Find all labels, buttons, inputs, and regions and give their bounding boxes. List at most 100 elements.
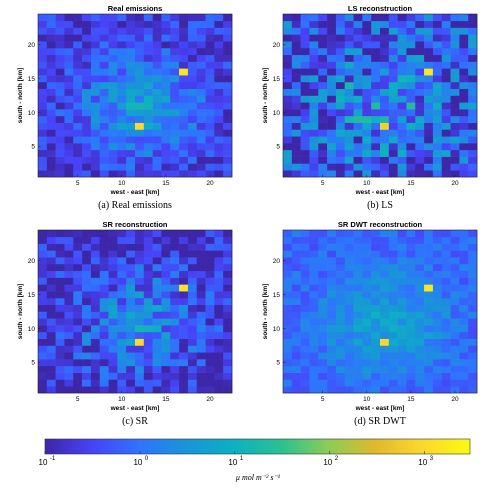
heatmap-cell (300, 81, 310, 90)
heatmap-cell (380, 379, 390, 387)
heatmap-cell (179, 95, 189, 103)
heatmap-cell (117, 61, 127, 69)
heatmap-cell (214, 54, 224, 62)
heatmap-cell (152, 68, 162, 76)
heatmap-cell (283, 129, 293, 137)
heatmap-cell (388, 47, 398, 56)
heatmap-cell (187, 102, 198, 110)
heatmap-cell (468, 318, 478, 326)
heatmap-cell (406, 318, 416, 326)
heatmap-cell (335, 14, 346, 22)
heatmap-cell (161, 386, 171, 394)
heatmap-cell (205, 236, 215, 244)
heatmap-cell (397, 156, 407, 164)
heatmap-cell (459, 250, 469, 258)
heatmap-cell (99, 277, 109, 285)
heatmap-cell (432, 277, 443, 285)
heatmap-cell (196, 95, 206, 103)
heatmap-cell (187, 352, 198, 360)
heatmap-cell (371, 143, 381, 151)
heatmap-cell (73, 88, 83, 96)
heatmap-cell (450, 338, 460, 346)
heatmap-cell (335, 325, 346, 333)
heatmap-cell (143, 318, 153, 326)
heatmap-cell (135, 297, 145, 306)
heatmap-cell (335, 163, 346, 171)
heatmap-cell (64, 365, 74, 373)
heatmap-cell (318, 325, 328, 333)
heatmap-cell (108, 311, 118, 319)
heatmap-cell (388, 379, 398, 387)
heatmap-cell (380, 325, 390, 333)
heatmap-cell (205, 250, 215, 258)
heatmap-cell (371, 386, 381, 394)
heatmap-cell (143, 102, 153, 110)
heatmap-cell (327, 297, 337, 306)
heatmap-cell (196, 352, 206, 360)
heatmap-cell (344, 230, 354, 238)
heatmap-cell (117, 338, 127, 346)
heatmap-cell (335, 20, 346, 28)
heatmap-cell (441, 61, 451, 69)
heatmap-cell (99, 129, 109, 137)
heatmap-cell (459, 325, 469, 333)
heatmap-cell (424, 331, 434, 339)
heatmap-cell (108, 243, 118, 251)
heatmap-cell (126, 263, 136, 272)
heatmap-cell (214, 115, 224, 123)
heatmap-cell (283, 386, 293, 394)
heatmap-cell (397, 304, 407, 312)
heatmap-cell (82, 230, 92, 238)
heatmap-cell (450, 311, 460, 319)
heatmap-cell (73, 243, 83, 251)
heatmap-cell (170, 61, 180, 69)
y-tick-label: 20 (273, 258, 281, 265)
heatmap-cell (441, 257, 451, 265)
heatmap-cell (117, 359, 127, 367)
heatmap-cell (152, 230, 162, 238)
heatmap-cell (135, 156, 145, 164)
heatmap-cell (187, 34, 198, 42)
heatmap-cell (90, 109, 101, 117)
heatmap-cell (450, 359, 460, 367)
heatmap-cell (388, 163, 398, 171)
heatmap-cell (380, 311, 390, 319)
heatmap-cell (371, 318, 381, 326)
heatmap-cell (318, 250, 328, 258)
heatmap-cell (327, 372, 337, 380)
heatmap-cell (73, 359, 83, 367)
heatmap-cell (388, 338, 398, 346)
heatmap-cell (327, 263, 337, 272)
heatmap-cell (196, 61, 206, 69)
heatmap-cell (179, 372, 189, 380)
heatmap-cell (441, 359, 451, 367)
heatmap-cell (380, 102, 390, 110)
heatmap-cell (46, 365, 56, 373)
heatmap-cell (170, 243, 180, 251)
heatmap-cell (179, 20, 189, 28)
heatmap-cell (99, 379, 109, 387)
heatmap-cell (55, 88, 65, 96)
heatmap-cell (459, 75, 469, 83)
heatmap-cell (459, 68, 469, 76)
y-tick-label: 5 (276, 144, 280, 151)
heatmap-cell (335, 270, 346, 278)
heatmap-cell (161, 136, 171, 144)
heatmap-cell (170, 270, 180, 278)
heatmap-cell (406, 263, 416, 272)
heatmap-cell (152, 379, 162, 387)
heatmap-cell (117, 47, 127, 56)
heatmap-cell (223, 325, 233, 333)
heatmap-cell (353, 34, 363, 42)
heatmap-cell (223, 338, 233, 346)
heatmap-cell (108, 170, 118, 178)
heatmap-cell (46, 325, 56, 333)
heatmap-cell (143, 386, 153, 394)
heatmap-cell (90, 325, 101, 333)
heatmap-cell (318, 81, 328, 90)
heatmap-cell (108, 236, 118, 244)
heatmap-cell (170, 20, 180, 28)
heatmap-cell (371, 34, 381, 42)
heatmap-cell (450, 270, 460, 278)
